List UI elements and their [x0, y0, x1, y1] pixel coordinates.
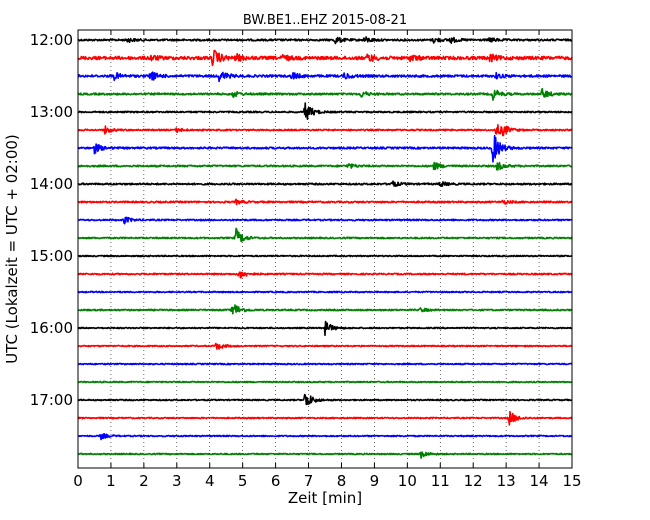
trace-line: [77, 227, 573, 243]
plot-frame: [77, 29, 573, 469]
trace: [77, 36, 573, 45]
trace: [77, 71, 573, 83]
trace-line: [77, 380, 573, 384]
trace: [77, 134, 573, 163]
trace-line: [77, 254, 573, 258]
x-tick-label: 8: [337, 472, 347, 490]
trace-line: [77, 124, 573, 137]
x-tick-label: 13: [497, 472, 516, 490]
chart-title: BW.BE1..EHZ 2015-08-21: [243, 13, 407, 28]
trace-line: [77, 161, 573, 171]
trace: [77, 410, 573, 426]
x-tick-label: 15: [562, 472, 581, 490]
trace: [77, 393, 573, 406]
trace-group: [77, 36, 573, 459]
y-tick-label: 17:00: [30, 391, 73, 409]
trace: [77, 432, 573, 441]
x-tick-label: 5: [238, 472, 248, 490]
trace: [77, 271, 573, 279]
trace-line: [77, 410, 573, 426]
trace: [77, 362, 573, 366]
x-tick-label: 10: [398, 472, 417, 490]
trace-line: [77, 36, 573, 45]
y-tick-label: 14:00: [30, 175, 73, 193]
trace-line: [77, 451, 573, 459]
x-tick-label: 1: [106, 472, 116, 490]
trace-line: [77, 102, 573, 120]
x-tick-label: 9: [370, 472, 380, 490]
trace: [77, 216, 573, 225]
trace-line: [77, 362, 573, 366]
x-tick-label: 0: [73, 472, 83, 490]
trace-line: [77, 216, 573, 225]
y-tick-label: 15:00: [30, 247, 73, 265]
x-tick-label: 7: [304, 472, 314, 490]
y-axis: 12:00 13:00 14:00 15:00 16:00 17:00: [30, 31, 83, 409]
x-tick-label: 2: [139, 472, 149, 490]
plot-area: [78, 30, 572, 468]
trace: [77, 290, 573, 294]
trace-line: [77, 71, 573, 83]
trace-line: [77, 180, 573, 188]
trace: [77, 342, 573, 350]
trace: [77, 180, 573, 188]
trace: [77, 124, 573, 137]
trace: [77, 451, 573, 459]
x-tick-label: 4: [205, 472, 215, 490]
trace-line: [77, 49, 573, 67]
trace-line: [77, 87, 573, 101]
trace-line: [77, 198, 573, 206]
x-tick-label: 3: [172, 472, 182, 490]
trace: [77, 304, 573, 315]
trace: [77, 254, 573, 258]
trace-line: [77, 432, 573, 441]
trace: [77, 227, 573, 243]
trace: [77, 161, 573, 171]
trace: [77, 198, 573, 206]
x-tick-label: 6: [271, 472, 281, 490]
y-tick-label: 13:00: [30, 103, 73, 121]
trace-line: [77, 304, 573, 315]
x-tick-label: 14: [530, 472, 549, 490]
trace: [77, 102, 573, 120]
trace: [77, 320, 573, 337]
y-axis-label: UTC (Lokalzeit = UTC + 02:00): [3, 134, 21, 364]
x-axis-label: Zeit [min]: [288, 489, 362, 507]
x-tick-label: 12: [464, 472, 483, 490]
y-tick-label: 12:00: [30, 31, 73, 49]
trace: [77, 49, 573, 67]
trace: [77, 380, 573, 384]
x-tick-label: 11: [431, 472, 450, 490]
trace-line: [77, 320, 573, 337]
trace-line: [77, 290, 573, 294]
x-axis: 0 1 2 3 4 5 6 7 8 9 10 11 12 13 14 15: [73, 30, 582, 490]
trace-line: [77, 271, 573, 279]
trace-line: [77, 134, 573, 163]
trace: [77, 87, 573, 101]
trace-line: [77, 342, 573, 350]
y-tick-label: 16:00: [30, 319, 73, 337]
trace-line: [77, 393, 573, 406]
